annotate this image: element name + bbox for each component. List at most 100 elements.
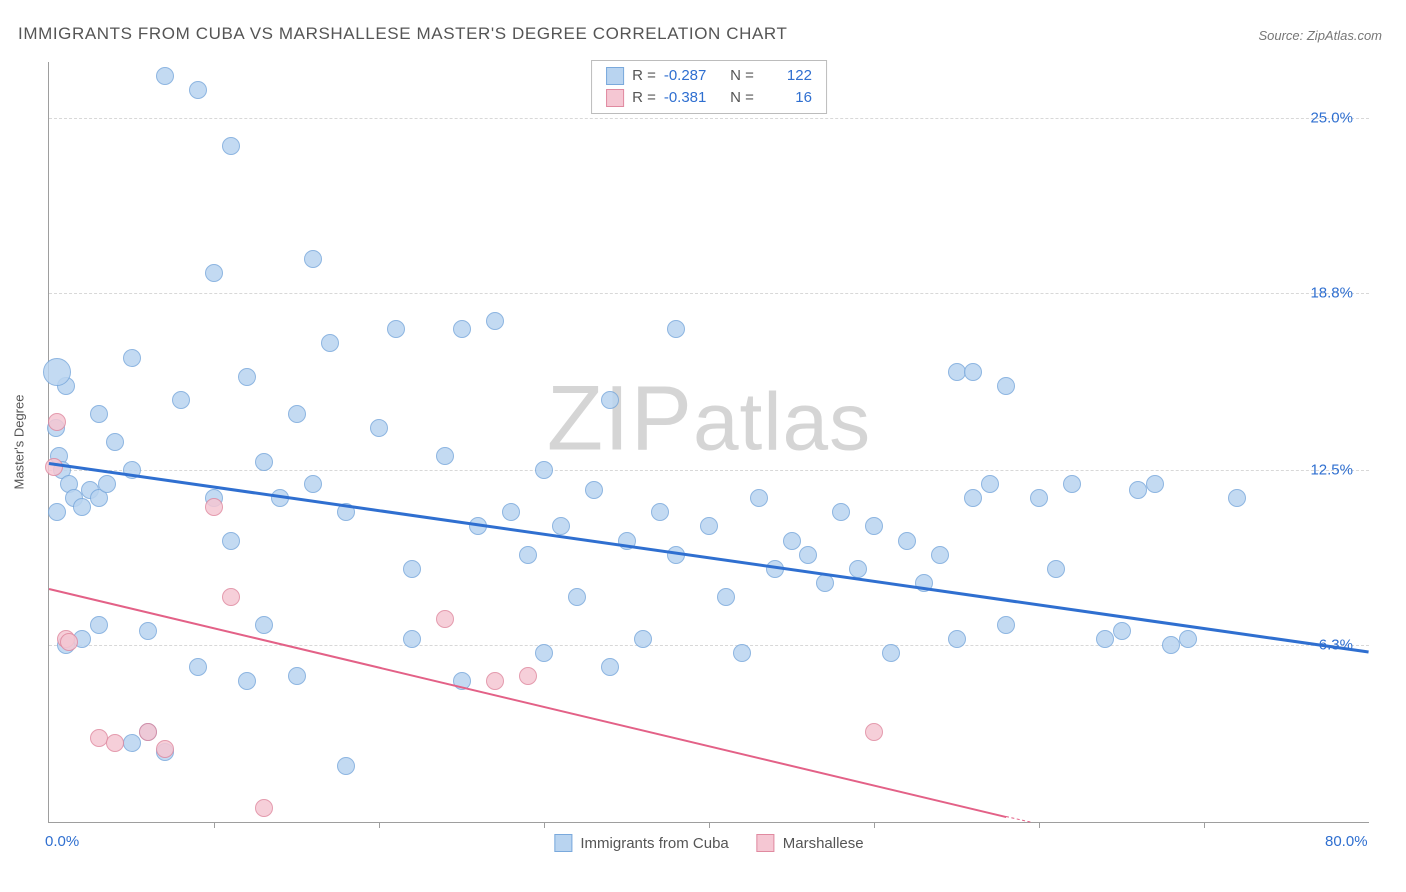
data-point bbox=[997, 616, 1015, 634]
data-point bbox=[60, 633, 78, 651]
plot-area: Master's Degree ZIPatlas R =-0.287 N =12… bbox=[48, 62, 1369, 823]
data-point bbox=[106, 433, 124, 451]
series-legend: Immigrants from Cuba Marshallese bbox=[554, 834, 863, 852]
data-point bbox=[337, 757, 355, 775]
data-point bbox=[948, 630, 966, 648]
data-point bbox=[717, 588, 735, 606]
stat-r-value: -0.287 bbox=[664, 65, 714, 87]
data-point bbox=[123, 734, 141, 752]
data-point bbox=[865, 723, 883, 741]
legend-swatch bbox=[757, 834, 775, 852]
legend-item: Marshallese bbox=[757, 834, 864, 852]
stat-r-label: R = bbox=[632, 65, 656, 87]
legend-swatch bbox=[554, 834, 572, 852]
data-point bbox=[123, 349, 141, 367]
data-point bbox=[45, 458, 63, 476]
data-point bbox=[519, 667, 537, 685]
data-point bbox=[601, 391, 619, 409]
data-point bbox=[733, 644, 751, 662]
legend-label: Immigrants from Cuba bbox=[580, 835, 728, 852]
data-point bbox=[98, 475, 116, 493]
data-point bbox=[304, 250, 322, 268]
data-point bbox=[189, 658, 207, 676]
data-point bbox=[568, 588, 586, 606]
y-axis-label: Master's Degree bbox=[12, 395, 27, 490]
data-point bbox=[288, 667, 306, 685]
trend-line bbox=[49, 588, 1006, 818]
gridline-h bbox=[49, 118, 1369, 119]
data-point bbox=[48, 413, 66, 431]
source-label: Source: ZipAtlas.com bbox=[1258, 28, 1382, 43]
data-point bbox=[238, 368, 256, 386]
data-point bbox=[255, 453, 273, 471]
data-point bbox=[139, 622, 157, 640]
data-point bbox=[238, 672, 256, 690]
data-point bbox=[288, 405, 306, 423]
watermark: ZIPatlas bbox=[547, 367, 871, 472]
data-point bbox=[750, 489, 768, 507]
data-point bbox=[1162, 636, 1180, 654]
x-minor-tick bbox=[1039, 822, 1040, 828]
stat-n-value: 16 bbox=[762, 87, 812, 109]
data-point bbox=[1146, 475, 1164, 493]
data-point bbox=[667, 320, 685, 338]
data-point bbox=[156, 740, 174, 758]
data-point bbox=[832, 503, 850, 521]
stat-r-label: R = bbox=[632, 87, 656, 109]
data-point bbox=[799, 546, 817, 564]
data-point bbox=[222, 137, 240, 155]
data-point bbox=[964, 489, 982, 507]
data-point bbox=[255, 616, 273, 634]
legend-swatch bbox=[606, 67, 624, 85]
data-point bbox=[222, 532, 240, 550]
data-point bbox=[90, 616, 108, 634]
data-point bbox=[535, 461, 553, 479]
data-point bbox=[931, 546, 949, 564]
x-tick-label: 0.0% bbox=[45, 833, 79, 850]
legend-item: Immigrants from Cuba bbox=[554, 834, 728, 852]
stats-legend: R = -0.287 N = 122 R = -0.381 N = 16 bbox=[591, 60, 827, 114]
data-point bbox=[486, 312, 504, 330]
data-point bbox=[436, 447, 454, 465]
data-point bbox=[222, 588, 240, 606]
data-point bbox=[403, 630, 421, 648]
x-minor-tick bbox=[709, 822, 710, 828]
data-point bbox=[651, 503, 669, 521]
x-minor-tick bbox=[214, 822, 215, 828]
data-point bbox=[139, 723, 157, 741]
data-point bbox=[1129, 481, 1147, 499]
x-minor-tick bbox=[544, 822, 545, 828]
data-point bbox=[634, 630, 652, 648]
trend-line bbox=[49, 462, 1369, 653]
x-minor-tick bbox=[1204, 822, 1205, 828]
x-tick-label: 80.0% bbox=[1325, 833, 1368, 850]
data-point bbox=[552, 517, 570, 535]
data-point bbox=[90, 405, 108, 423]
stats-row: R = -0.381 N = 16 bbox=[606, 87, 812, 109]
data-point bbox=[535, 644, 553, 662]
data-point bbox=[1030, 489, 1048, 507]
legend-label: Marshallese bbox=[783, 835, 864, 852]
stat-n-label: N = bbox=[722, 65, 754, 87]
data-point bbox=[48, 503, 66, 521]
data-point bbox=[882, 644, 900, 662]
data-point bbox=[502, 503, 520, 521]
stats-row: R = -0.287 N = 122 bbox=[606, 65, 812, 87]
data-point bbox=[403, 560, 421, 578]
data-point bbox=[585, 481, 603, 499]
data-point bbox=[255, 799, 273, 817]
data-point bbox=[106, 734, 124, 752]
data-point bbox=[1047, 560, 1065, 578]
data-point bbox=[601, 658, 619, 676]
stat-n-value: 122 bbox=[762, 65, 812, 87]
legend-swatch bbox=[606, 89, 624, 107]
x-minor-tick bbox=[379, 822, 380, 828]
data-point bbox=[321, 334, 339, 352]
stat-r-value: -0.381 bbox=[664, 87, 714, 109]
stat-n-label: N = bbox=[722, 87, 754, 109]
data-point bbox=[898, 532, 916, 550]
x-minor-tick bbox=[874, 822, 875, 828]
data-point bbox=[964, 363, 982, 381]
data-point bbox=[387, 320, 405, 338]
y-tick-label: 25.0% bbox=[1310, 110, 1353, 127]
